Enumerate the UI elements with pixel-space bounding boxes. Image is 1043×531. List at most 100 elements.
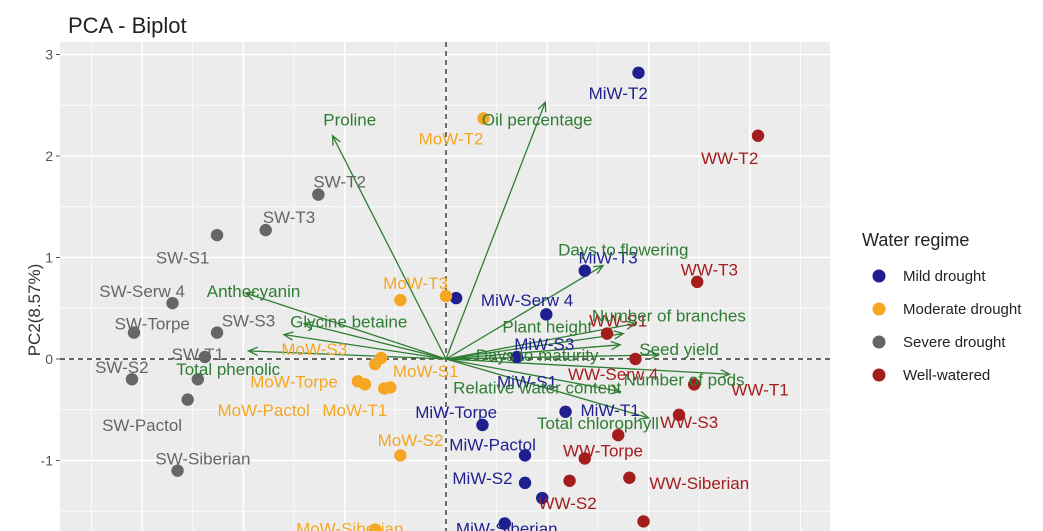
score-point (210, 326, 224, 339)
vector-label: Days to flowering (558, 240, 688, 259)
score-point (632, 66, 645, 79)
score-point (181, 393, 194, 406)
legend-key (872, 368, 886, 382)
vector-arrow (445, 358, 621, 393)
point-label: SW-Pactol (102, 416, 182, 435)
vector-arrowhead (537, 100, 547, 113)
point-label: SW-S3 (222, 311, 276, 330)
vector-label: Proline (323, 110, 376, 129)
vector-arrowhead (246, 346, 258, 356)
point-label: WW-S2 (538, 494, 596, 513)
chart-title: PCA - Biplot (68, 13, 187, 38)
vector-arrow (248, 350, 447, 360)
vector-label: Glycine betaine (290, 312, 407, 331)
y-tick-label: 2 (45, 148, 53, 164)
point-label: MoW-Siberian (296, 520, 403, 531)
vector-arrow (445, 358, 649, 419)
plot-panel (60, 42, 830, 531)
score-point (368, 523, 382, 531)
score-point (518, 476, 532, 490)
vector-arrowhead (610, 340, 622, 351)
point-label: MiW-T3 (578, 249, 637, 268)
point-label: MiW-S2 (452, 469, 512, 488)
score-point (394, 449, 407, 462)
vector-label: Plant height (502, 318, 592, 337)
vector-arrow (445, 332, 624, 360)
score-point (259, 223, 272, 237)
point-label: MoW-Pactol (218, 401, 310, 420)
point-label: SW-T1 (172, 345, 225, 364)
vector-arrowhead (243, 291, 256, 301)
point-label: MiW-Siberian (456, 520, 558, 531)
legend: Water regime Mild drought Moderate drough… (862, 230, 1022, 384)
score-point (439, 289, 453, 303)
point-label: SW-T2 (313, 172, 366, 191)
score-points (125, 66, 765, 531)
point-labels: MiW-T2 MiW-T3 MiW-Serw 4 MiW-S3 MiW-S1 MiW-T1… (95, 84, 789, 531)
score-point (687, 378, 701, 391)
score-point (672, 408, 686, 422)
legend-entry: Moderate drought (903, 301, 1022, 318)
legend-entry: Mild drought (903, 268, 986, 285)
score-point (563, 474, 576, 487)
point-label: MiW-Pactol (449, 435, 536, 454)
vector-arrow (283, 333, 447, 360)
vector-label: Days to maturity (476, 346, 599, 365)
point-label: SW-Siberian (155, 449, 250, 468)
point-label: SW-S2 (95, 358, 149, 377)
point-label: MoW-T1 (322, 401, 387, 420)
score-point (536, 491, 549, 505)
point-label: WW-S3 (660, 413, 718, 432)
vector-arrowhead (613, 330, 625, 340)
point-label: WW-Serw 4 (568, 365, 658, 384)
vector-label: Number of branches (592, 306, 746, 325)
point-label: SW-T3 (263, 208, 316, 227)
vector-label: Oil percentage (482, 110, 593, 129)
score-point (637, 515, 650, 528)
vector-arrowhead (625, 320, 637, 330)
point-label: WW-T1 (731, 380, 788, 399)
vector-arrow (331, 135, 447, 360)
vector-arrow (245, 292, 447, 360)
point-label: MiW-Serw 4 (481, 291, 573, 310)
grid (60, 42, 830, 531)
y-tick-label: 3 (45, 47, 53, 63)
point-label: MoW-S2 (378, 431, 444, 450)
legend-key (872, 269, 886, 283)
legend-key (872, 335, 886, 349)
point-label: MoW-S1 (393, 362, 459, 381)
score-point (449, 291, 463, 305)
point-label: MiW-Torpe (415, 403, 497, 422)
vector-arrowhead (302, 321, 315, 331)
vector-label: Number of pods (624, 370, 745, 389)
score-point (691, 275, 704, 289)
vector-arrow (445, 101, 546, 360)
score-point (559, 405, 572, 418)
vector-arrowhead (282, 331, 294, 341)
point-label: MoW-T3 (383, 274, 448, 293)
score-point (127, 326, 141, 339)
score-point (198, 350, 212, 364)
y-tick-label: -1 (41, 453, 54, 469)
point-label: WW-T2 (701, 149, 758, 168)
score-point (510, 350, 524, 364)
score-point (125, 373, 139, 386)
score-point (384, 381, 397, 394)
vector-arrowhead (638, 410, 651, 420)
score-point (612, 428, 625, 442)
point-label: WW-Siberian (649, 474, 749, 493)
point-label: MoW-Torpe (250, 372, 338, 391)
vector-arrowhead (610, 385, 622, 395)
point-label: WW-S1 (589, 311, 647, 330)
score-point (358, 378, 372, 391)
vector-arrowhead (593, 264, 605, 275)
legend-entry: Severe drought (903, 334, 1006, 351)
score-point (476, 418, 489, 432)
axes: -1 0 1 2 3 (41, 42, 830, 531)
score-point (191, 373, 205, 386)
y-axis-label: PC2(8.57%) (25, 264, 44, 357)
point-label: MiW-T2 (589, 84, 648, 103)
score-point (600, 327, 614, 340)
vector-arrow (445, 358, 730, 375)
